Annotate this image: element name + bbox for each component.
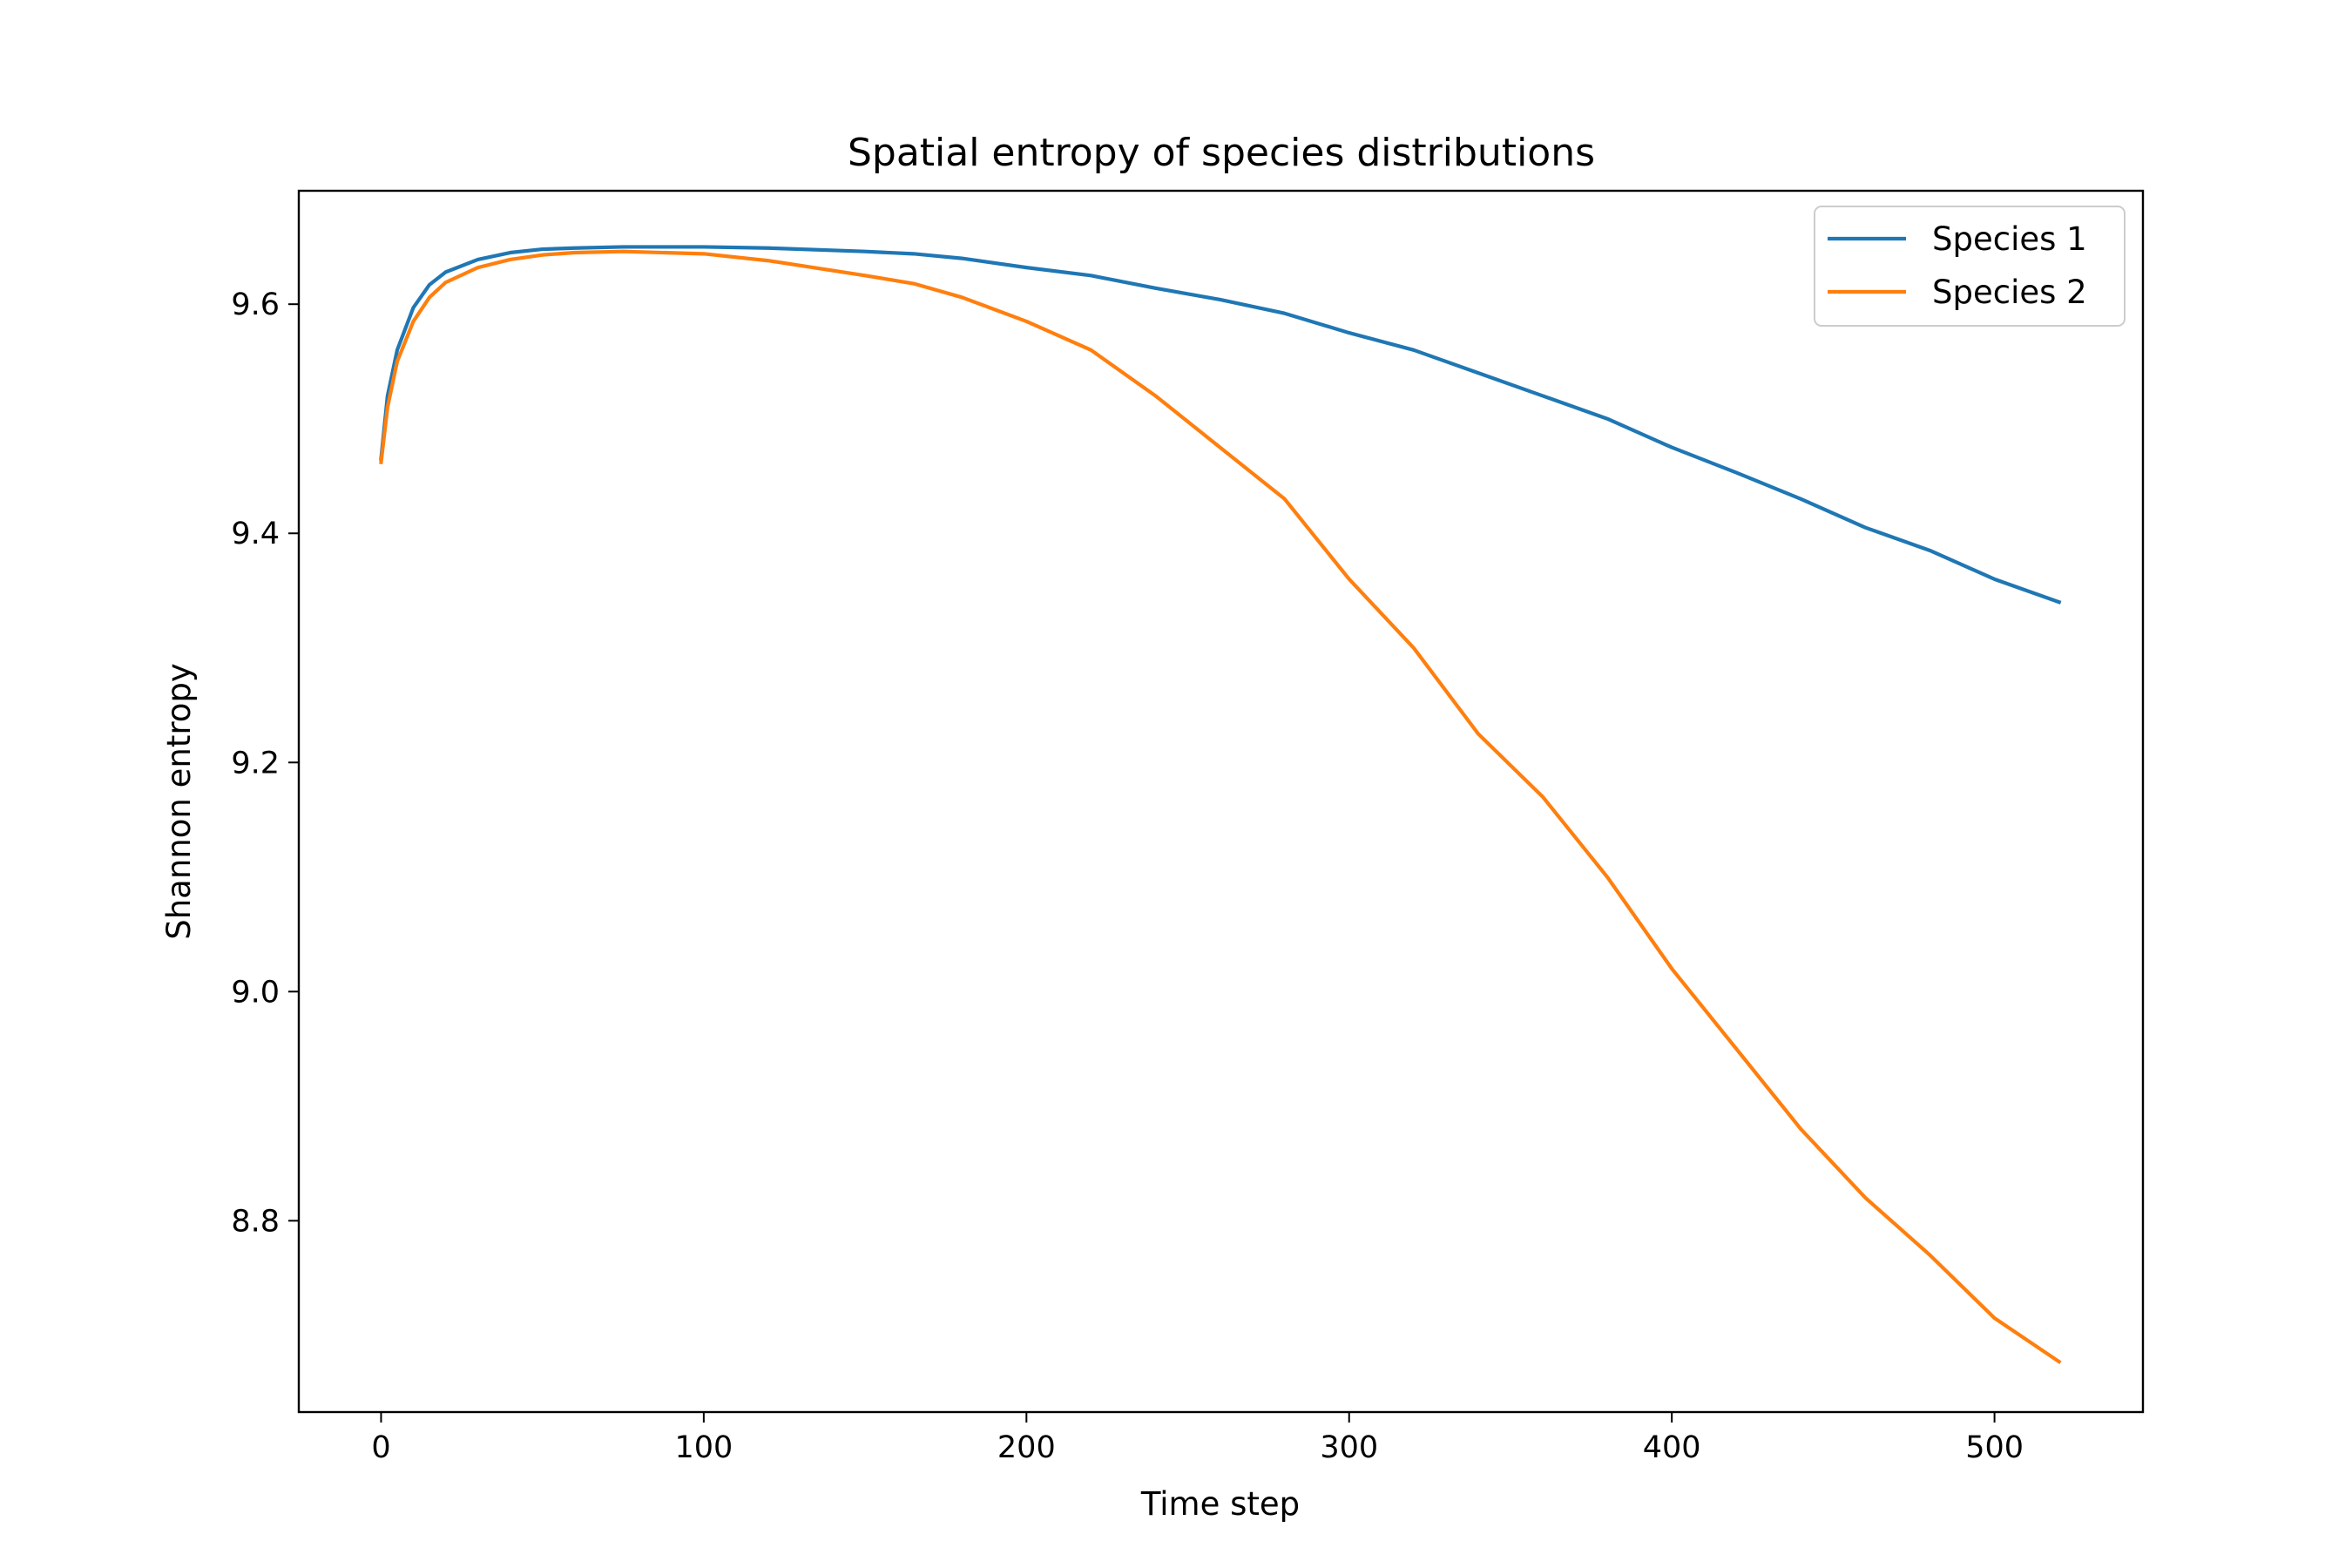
y-axis-label: Shannon entropy	[160, 663, 198, 940]
x-tick-label: 0	[371, 1430, 390, 1465]
series-line-species-2	[379, 249, 2062, 1365]
legend-label-species-1: Species 1	[1932, 220, 2087, 258]
plot-frame	[297, 189, 2145, 1414]
x-tick-label: 300	[1320, 1430, 1378, 1465]
y-tick-label: 9.0	[231, 975, 280, 1010]
legend-box	[1814, 206, 2126, 327]
x-tick-label: 100	[674, 1430, 733, 1465]
x-tick-label: 400	[1643, 1430, 1701, 1465]
x-axis-label: Time step	[1140, 1485, 1300, 1523]
x-axis: 0 100 200 300 400 500	[371, 1412, 2024, 1465]
series-line-species-1	[379, 245, 2062, 605]
x-tick-label: 500	[1965, 1430, 2024, 1465]
y-tick-label: 9.4	[231, 517, 280, 551]
plot-area	[379, 245, 2062, 1365]
legend-label-species-2: Species 2	[1932, 274, 2087, 311]
y-tick-label: 9.6	[231, 287, 280, 322]
x-tick-label: 200	[997, 1430, 1056, 1465]
y-tick-label: 9.2	[231, 746, 280, 781]
y-tick-label: 8.8	[231, 1204, 280, 1239]
chart-title: Spatial entropy of species distributions	[848, 131, 1595, 175]
y-axis: 8.8 9.0 9.2 9.4 9.6	[231, 287, 299, 1239]
legend: Species 1 Species 2	[1814, 206, 2126, 327]
